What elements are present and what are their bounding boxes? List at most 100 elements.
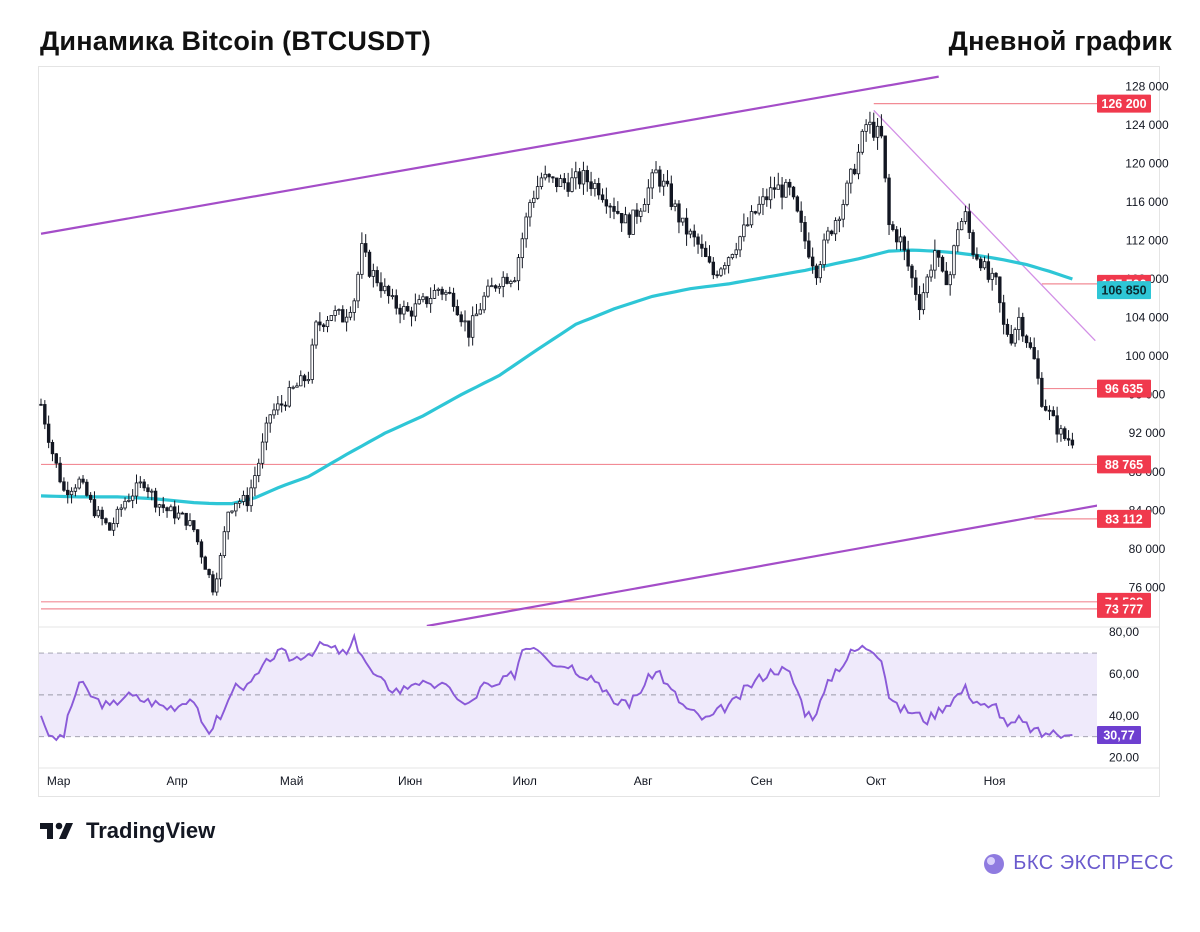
- candle-body[interactable]: [287, 387, 291, 407]
- candle-body[interactable]: [631, 209, 635, 235]
- candle-body[interactable]: [1066, 438, 1071, 441]
- candle-body[interactable]: [1009, 334, 1013, 344]
- candle-body[interactable]: [310, 344, 314, 380]
- candle-body[interactable]: [627, 214, 631, 235]
- candle-body[interactable]: [134, 482, 139, 497]
- candle-body[interactable]: [830, 230, 834, 235]
- candle-body[interactable]: [692, 230, 696, 238]
- candle-body[interactable]: [371, 270, 376, 277]
- candle-body[interactable]: [703, 247, 708, 257]
- candle-body[interactable]: [43, 404, 47, 425]
- candle-body[interactable]: [986, 261, 991, 280]
- candle-body[interactable]: [753, 211, 758, 214]
- candle-body[interactable]: [100, 509, 104, 520]
- candle-body[interactable]: [948, 274, 952, 286]
- candle-body[interactable]: [551, 176, 555, 179]
- candle-body[interactable]: [535, 186, 540, 199]
- candle-body[interactable]: [1043, 406, 1048, 411]
- candle-body[interactable]: [428, 298, 433, 305]
- candle-body[interactable]: [69, 490, 74, 496]
- candle-body[interactable]: [608, 205, 612, 208]
- candle-body[interactable]: [237, 501, 242, 504]
- candle-body[interactable]: [959, 221, 964, 231]
- candle-body[interactable]: [658, 169, 662, 187]
- candle-body[interactable]: [623, 214, 628, 224]
- candle-body[interactable]: [604, 199, 609, 207]
- candle-body[interactable]: [138, 481, 143, 484]
- candle-body[interactable]: [375, 270, 379, 284]
- candle-body[interactable]: [1017, 316, 1021, 331]
- candle-body[interactable]: [150, 490, 154, 493]
- candle-body[interactable]: [192, 520, 196, 531]
- channel-upper-line[interactable]: [40, 75, 939, 235]
- candle-body[interactable]: [555, 177, 559, 187]
- candle-body[interactable]: [788, 181, 792, 188]
- candle-body[interactable]: [894, 229, 899, 243]
- candle-body[interactable]: [1047, 409, 1052, 412]
- candle-body[interactable]: [616, 210, 620, 214]
- candle-body[interactable]: [585, 170, 589, 183]
- candle-body[interactable]: [451, 292, 456, 307]
- candle-body[interactable]: [467, 320, 471, 338]
- candle-body[interactable]: [807, 240, 811, 258]
- candle-body[interactable]: [352, 300, 356, 313]
- candle-body[interactable]: [302, 375, 307, 382]
- candle-body[interactable]: [956, 229, 960, 247]
- candle-body[interactable]: [440, 288, 444, 295]
- candle-body[interactable]: [589, 181, 593, 190]
- candle-body[interactable]: [211, 574, 215, 593]
- candle-body[interactable]: [761, 196, 765, 205]
- candle-body[interactable]: [566, 182, 570, 192]
- candle-body[interactable]: [719, 268, 723, 276]
- candle-body[interactable]: [516, 257, 521, 282]
- candle-body[interactable]: [77, 478, 81, 489]
- candle-body[interactable]: [413, 303, 418, 317]
- candle-body[interactable]: [348, 311, 353, 318]
- candle-body[interactable]: [547, 173, 551, 178]
- candle-body[interactable]: [833, 220, 838, 235]
- candle-body[interactable]: [757, 203, 761, 214]
- candle-body[interactable]: [264, 422, 269, 443]
- candle-body[interactable]: [218, 555, 223, 580]
- candle-body[interactable]: [356, 273, 360, 302]
- candle-body[interactable]: [390, 295, 395, 298]
- candle-body[interactable]: [222, 531, 227, 557]
- candle-body[interactable]: [46, 423, 51, 443]
- candle-body[interactable]: [558, 178, 563, 187]
- candle-body[interactable]: [360, 243, 364, 275]
- candle-body[interactable]: [979, 258, 983, 269]
- candle-body[interactable]: [990, 272, 994, 280]
- candle-body[interactable]: [249, 487, 253, 507]
- candle-body[interactable]: [700, 243, 704, 249]
- candle-body[interactable]: [944, 270, 949, 286]
- candle-body[interactable]: [677, 203, 681, 223]
- candle-body[interactable]: [738, 236, 742, 251]
- candle-body[interactable]: [226, 511, 230, 533]
- candle-body[interactable]: [245, 494, 249, 507]
- candle-body[interactable]: [810, 256, 815, 267]
- candle-body[interactable]: [88, 494, 93, 500]
- candle-body[interactable]: [749, 211, 754, 226]
- candle-body[interactable]: [577, 171, 582, 185]
- candle-body[interactable]: [490, 285, 494, 288]
- candle-body[interactable]: [257, 462, 261, 476]
- candle-body[interactable]: [85, 481, 89, 496]
- candle-body[interactable]: [646, 187, 651, 205]
- candle-body[interactable]: [119, 507, 123, 510]
- candle-body[interactable]: [92, 499, 97, 517]
- candle-body[interactable]: [642, 204, 647, 212]
- candle-body[interactable]: [195, 529, 200, 543]
- candle-body[interactable]: [108, 522, 112, 531]
- candle-body[interactable]: [852, 168, 857, 175]
- candle-body[interactable]: [914, 277, 918, 295]
- candle-body[interactable]: [448, 291, 452, 294]
- candle-body[interactable]: [711, 261, 716, 276]
- candle-body[interactable]: [1013, 329, 1017, 344]
- candle-body[interactable]: [482, 295, 486, 311]
- candle-body[interactable]: [799, 210, 803, 223]
- candle-body[interactable]: [681, 217, 685, 223]
- candle-body[interactable]: [1051, 410, 1055, 417]
- candle-body[interactable]: [127, 499, 131, 502]
- candle-body[interactable]: [379, 282, 383, 292]
- candle-body[interactable]: [505, 276, 509, 284]
